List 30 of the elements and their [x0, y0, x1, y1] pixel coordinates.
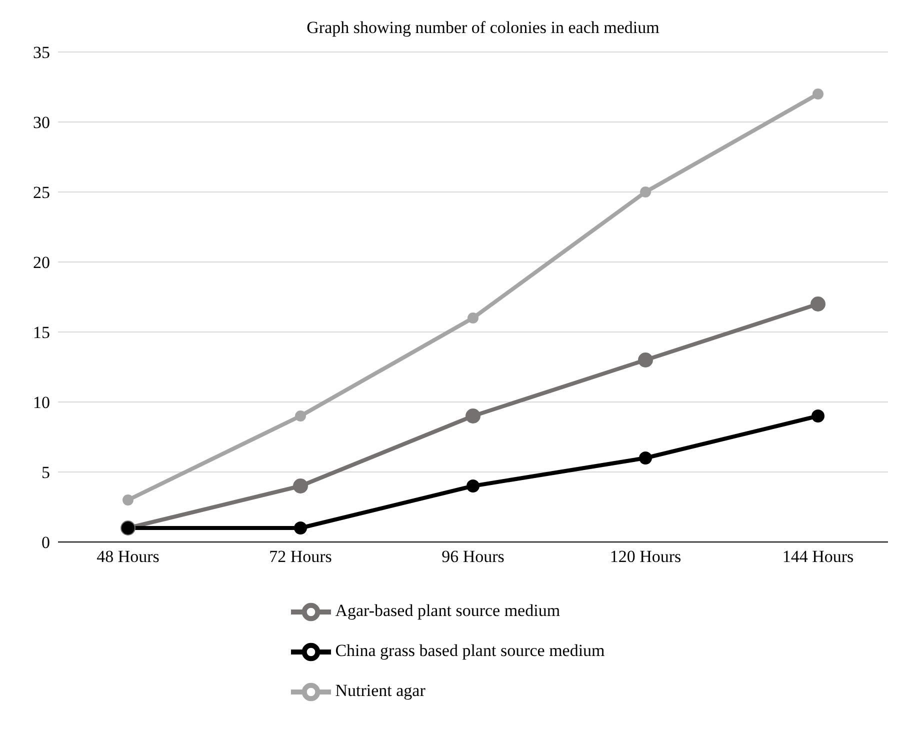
point [812, 410, 824, 422]
y-tick-label: 5 [42, 463, 50, 482]
legend-label: Agar-based plant source medium [335, 600, 560, 620]
y-tick-label: 20 [33, 253, 50, 272]
point [122, 494, 134, 506]
legend-label: China grass based plant source medium [335, 640, 605, 660]
x-tick-label: 48 Hours [96, 547, 160, 566]
point [810, 296, 826, 312]
y-tick-label: 25 [33, 183, 50, 202]
legend-label: Nutrient agar [335, 680, 426, 700]
chart-title: Graph showing number of colonies in each medium [306, 18, 660, 38]
point [294, 522, 307, 534]
x-tick-label: 120 Hours [610, 547, 682, 566]
point [466, 408, 480, 424]
y-tick-label: 10 [33, 393, 50, 412]
point [638, 352, 653, 368]
y-tick-label: 15 [33, 323, 50, 342]
y-tick-label: 30 [33, 113, 50, 132]
point [466, 480, 480, 492]
point [468, 312, 478, 324]
point [812, 88, 824, 100]
y-tick-label: 35 [33, 43, 50, 62]
point [639, 452, 652, 464]
y-tick-label: 0 [42, 533, 50, 552]
x-tick-label: 72 Hours [269, 547, 332, 566]
x-tick-label: 144 Hours [782, 547, 854, 566]
x-tick-label: 96 Hours [442, 547, 504, 566]
point [640, 186, 651, 198]
point [295, 410, 306, 422]
point [293, 478, 308, 494]
